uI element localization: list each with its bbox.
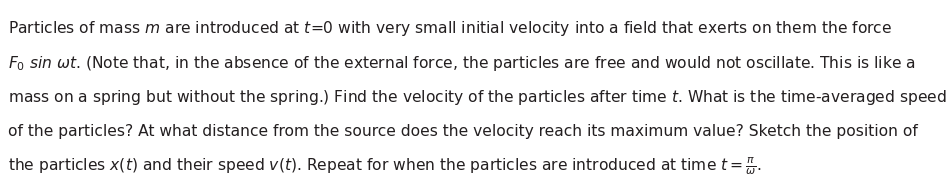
- Text: mass on a spring but without the spring.) Find the velocity of the particles aft: mass on a spring but without the spring.…: [9, 88, 946, 107]
- Text: $F_0$ $\mathbf{\mathit{sin}}$ $\mathbf{\mathit{\omega t}}$. (Note that, in the a: $F_0$ $\mathbf{\mathit{sin}}$ $\mathbf{\…: [9, 53, 915, 73]
- Text: Particles of mass $m$ are introduced at $t$=0 with very small initial velocity i: Particles of mass $m$ are introduced at …: [9, 19, 892, 38]
- Text: the particles $x(t)$ and their speed $v(t)$. Repeat for when the particles are i: the particles $x(t)$ and their speed $v(…: [9, 155, 762, 176]
- Text: of the particles? At what distance from the source does the velocity reach its m: of the particles? At what distance from …: [9, 124, 918, 139]
